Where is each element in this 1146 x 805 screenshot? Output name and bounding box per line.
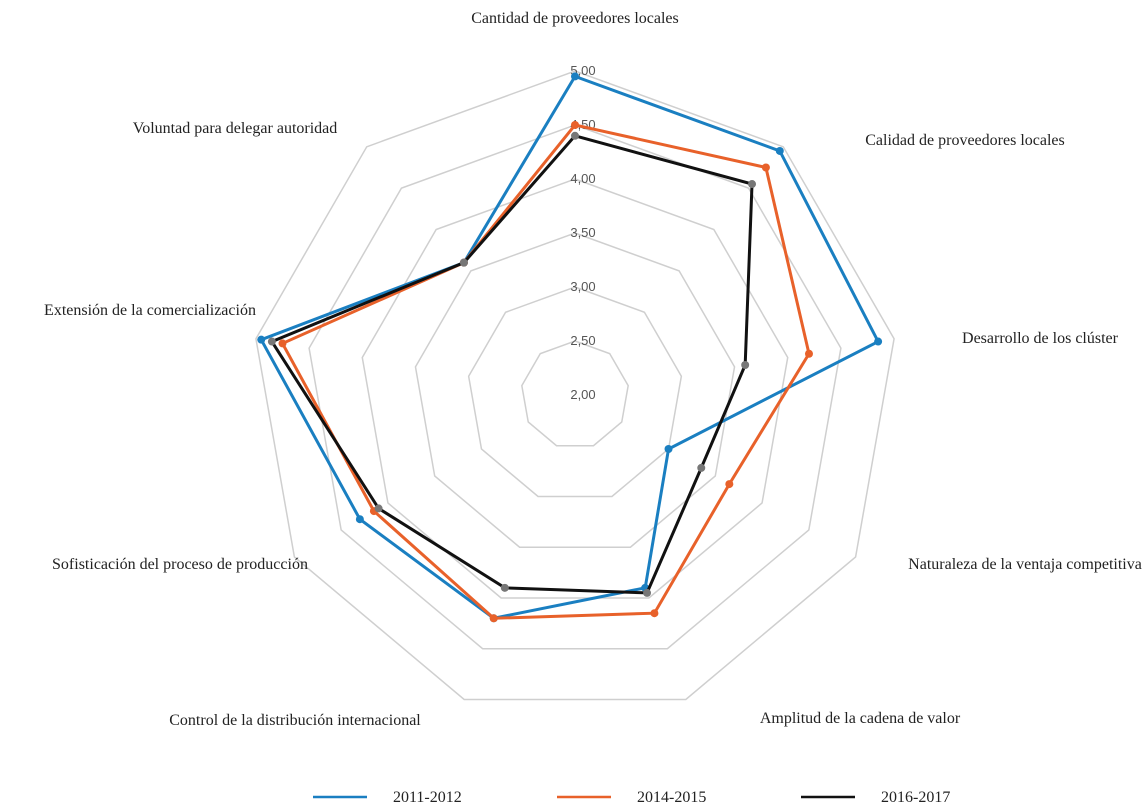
legend-label: 2014-2015: [637, 789, 706, 805]
r-tick-label: 3,50: [570, 225, 595, 240]
point: [355, 515, 364, 524]
point: [500, 583, 509, 592]
point: [267, 337, 276, 346]
grid-ring: [361, 178, 789, 599]
point: [459, 258, 468, 267]
axis-label: Amplitud de la cadena de valor: [759, 710, 961, 727]
point: [571, 131, 579, 140]
grid-ring: [255, 70, 895, 701]
point: [804, 349, 813, 358]
series-line: [269, 134, 754, 595]
point: [761, 163, 770, 172]
axis-label: Cantidad de proveedores locales: [471, 10, 679, 27]
axis-label: Desarrollo de los clúster: [962, 330, 1118, 347]
point: [489, 614, 498, 623]
point: [257, 335, 266, 344]
r-tick-label: 4,00: [570, 171, 595, 186]
r-tick-label: 2,00: [570, 387, 595, 402]
axis-label: Naturaleza de la ventaja competitiva: [908, 556, 1142, 573]
point: [874, 337, 883, 346]
legend-label: 2011-2012: [393, 789, 462, 805]
grid-ring: [414, 232, 736, 548]
point: [697, 463, 706, 472]
grid-ring: [308, 124, 842, 650]
axis-label: Control de la distribución internacional: [169, 712, 421, 729]
point: [741, 360, 750, 369]
r-tick-label: 2,50: [570, 333, 595, 348]
point: [748, 180, 757, 189]
point: [571, 121, 579, 129]
point: [664, 445, 673, 453]
r-tick-label: 3,00: [570, 279, 595, 294]
point: [775, 146, 784, 155]
series-line: [259, 74, 881, 620]
point: [650, 609, 659, 618]
axis-label: Extensión de la comercialización: [44, 302, 256, 319]
series-line: [280, 123, 811, 620]
point: [278, 339, 287, 348]
legend-label: 2016-2017: [881, 789, 950, 805]
point: [571, 72, 579, 81]
axis-label: Voluntad para delegar autoridad: [132, 120, 338, 137]
axis-label: Calidad de proveedores locales: [865, 132, 1065, 149]
point: [725, 480, 734, 489]
axis-label: Sofisticación del proceso de producción: [52, 556, 308, 573]
point: [643, 588, 652, 597]
grid-ring: [521, 340, 629, 447]
grid-ring: [467, 286, 683, 498]
point: [374, 504, 383, 513]
